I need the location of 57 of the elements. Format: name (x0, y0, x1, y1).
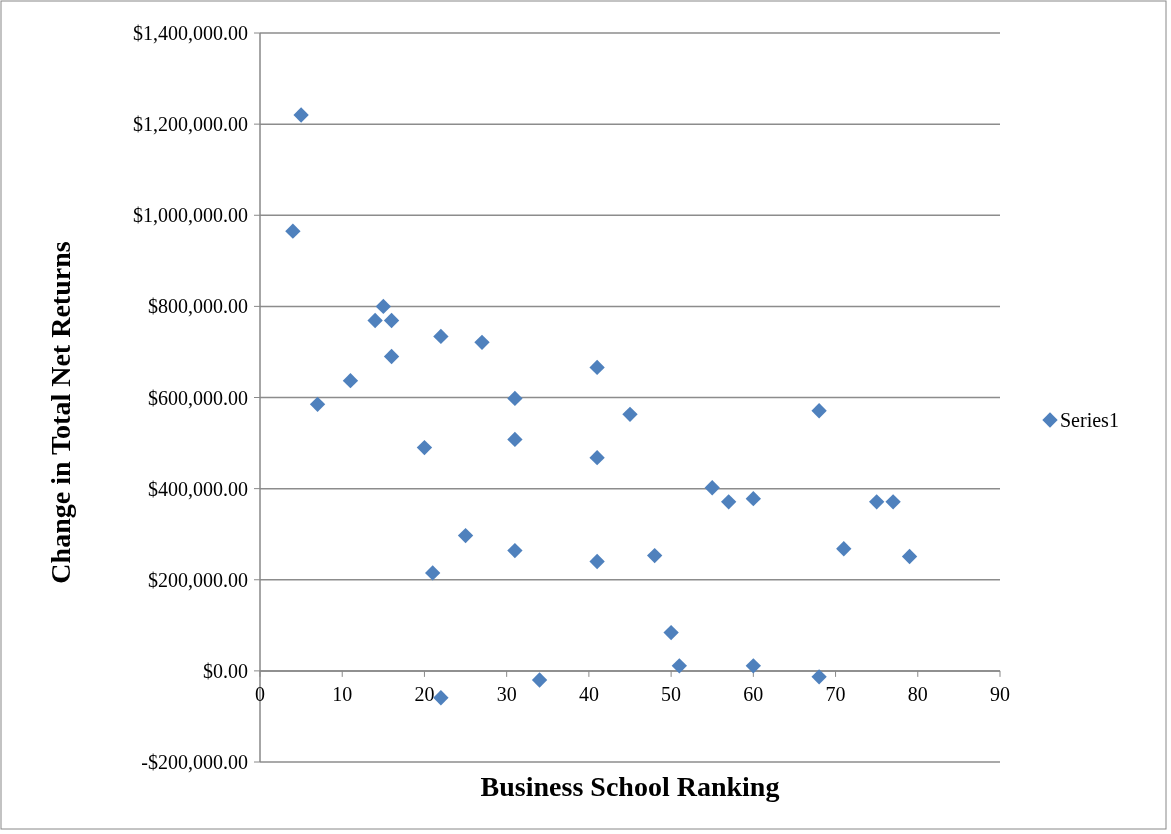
y-tick-label: -$200,000.00 (141, 751, 248, 773)
point (704, 480, 720, 496)
point (721, 494, 737, 510)
x-tick-label: 50 (661, 682, 682, 705)
y-tick-label: $1,400,000.00 (133, 22, 248, 44)
point (589, 553, 605, 570)
point (745, 490, 761, 507)
point (507, 390, 523, 407)
point (433, 690, 449, 706)
y-tick-label: $200,000.00 (148, 568, 248, 591)
point (663, 624, 679, 641)
x-tick-label: 60 (743, 682, 764, 705)
y-tick-label: $600,000.00 (148, 386, 248, 409)
y-tick-label: $1,200,000.00 (133, 113, 248, 136)
y-tick-label: $800,000.00 (148, 295, 248, 318)
y-tick-label: $1,000,000.00 (133, 204, 248, 227)
point (375, 298, 391, 315)
point (383, 348, 400, 365)
point (425, 565, 441, 581)
x-tick-label: 30 (496, 682, 517, 705)
point (869, 494, 885, 510)
x-tick-label: 70 (825, 682, 846, 705)
point (647, 547, 663, 564)
y-tick-label: $0.00 (203, 659, 248, 682)
point (367, 312, 383, 329)
x-tick-label: 40 (578, 682, 599, 705)
point (285, 223, 301, 239)
x-axis-title: Business School Ranking (480, 771, 780, 802)
point (589, 449, 605, 466)
legend-label: Series1 (1060, 409, 1119, 431)
point (342, 372, 359, 389)
y-tick-label: $400,000.00 (148, 477, 248, 500)
point (671, 658, 687, 674)
x-tick-label: 90 (990, 682, 1010, 705)
point (507, 431, 523, 448)
point (433, 328, 449, 345)
point (901, 548, 918, 565)
point (416, 439, 433, 456)
point (383, 312, 400, 329)
point (589, 359, 605, 376)
y-axis-title: Change in Total Net Returns (45, 241, 76, 584)
point (531, 672, 548, 688)
point (811, 669, 827, 685)
x-tick-label: 0 (255, 682, 265, 705)
point (293, 107, 309, 123)
x-tick-label: 20 (414, 682, 435, 705)
point (474, 334, 490, 351)
point (309, 396, 326, 412)
point (811, 403, 827, 419)
x-tick-label: 10 (332, 682, 353, 705)
point (622, 406, 638, 423)
point (836, 541, 852, 557)
point (745, 658, 761, 674)
x-tick-label: 80 (907, 682, 928, 705)
point (885, 494, 901, 510)
point (507, 542, 523, 559)
point (457, 527, 474, 544)
